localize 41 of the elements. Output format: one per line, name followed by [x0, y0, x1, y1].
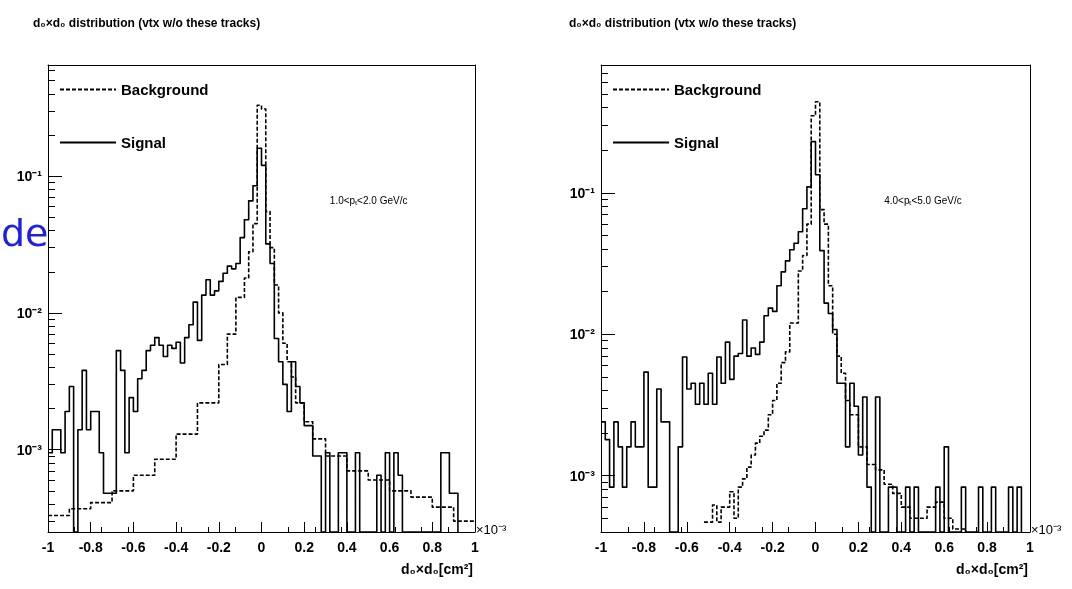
x-tick-label: 0.4 [337, 539, 357, 555]
x-tick-label: -0.6 [121, 539, 146, 555]
x-tick-label: 0.6 [379, 539, 400, 555]
x-tick-label: 0.2 [294, 539, 315, 555]
chart-title: d₀×d₀ distribution (vtx w/o these tracks) [569, 16, 797, 30]
x-tick-label: -0.4 [164, 539, 189, 555]
x-tick-label: -0.8 [78, 539, 103, 555]
x-tick-label: 0 [257, 539, 266, 555]
x-axis-title: d₀×d₀[cm²] [400, 561, 473, 577]
legend-label: Signal [674, 134, 720, 151]
x-tick-label: -0.6 [674, 539, 700, 555]
x-axis-title: d₀×d₀[cm²] [955, 561, 1028, 577]
x-tick-label: 0.8 [977, 539, 998, 555]
x-tick-label: 1 [1026, 539, 1035, 555]
y-tick-label: 10⁻¹ [16, 168, 43, 185]
x-tick-label: -1 [41, 539, 55, 555]
x-tick-label: 0.8 [422, 539, 443, 555]
text: ×10⁻³ [1031, 522, 1063, 537]
x-tick-label: -0.4 [717, 539, 742, 555]
x-tick-label: -0.2 [760, 539, 785, 555]
x-tick-label: 0.4 [891, 539, 912, 555]
y-tick-label: 10⁻³ [16, 441, 43, 458]
x-tick-label: 1 [471, 539, 480, 555]
legend-label: Background [121, 81, 209, 98]
legend-label: Background [674, 81, 762, 98]
annotation: 4.0<pₜ<5.0 GeV/c [884, 195, 962, 207]
x-tick-label: -0.2 [206, 539, 232, 555]
x-tick-label: -1 [594, 539, 608, 555]
y-tick-label: 10⁻¹ [569, 184, 596, 201]
y-tick-label: 10⁻³ [569, 467, 596, 484]
chart-title: d₀×d₀ distribution (vtx w/o these tracks) [33, 16, 261, 30]
annotation: 1.0<pₜ<2.0 GeV/c [329, 195, 408, 207]
legend-label: Signal [121, 134, 167, 151]
x-tick-label: 0 [811, 539, 820, 555]
text: ×10⁻³ [476, 522, 508, 537]
annotation: de [1, 211, 49, 255]
x-tick-label: -0.8 [631, 539, 657, 555]
y-tick-label: 10⁻² [16, 304, 43, 321]
x-tick-label: 0.6 [934, 539, 955, 555]
y-tick-label: 10⁻² [569, 326, 596, 343]
x-tick-label: 0.2 [848, 539, 869, 555]
